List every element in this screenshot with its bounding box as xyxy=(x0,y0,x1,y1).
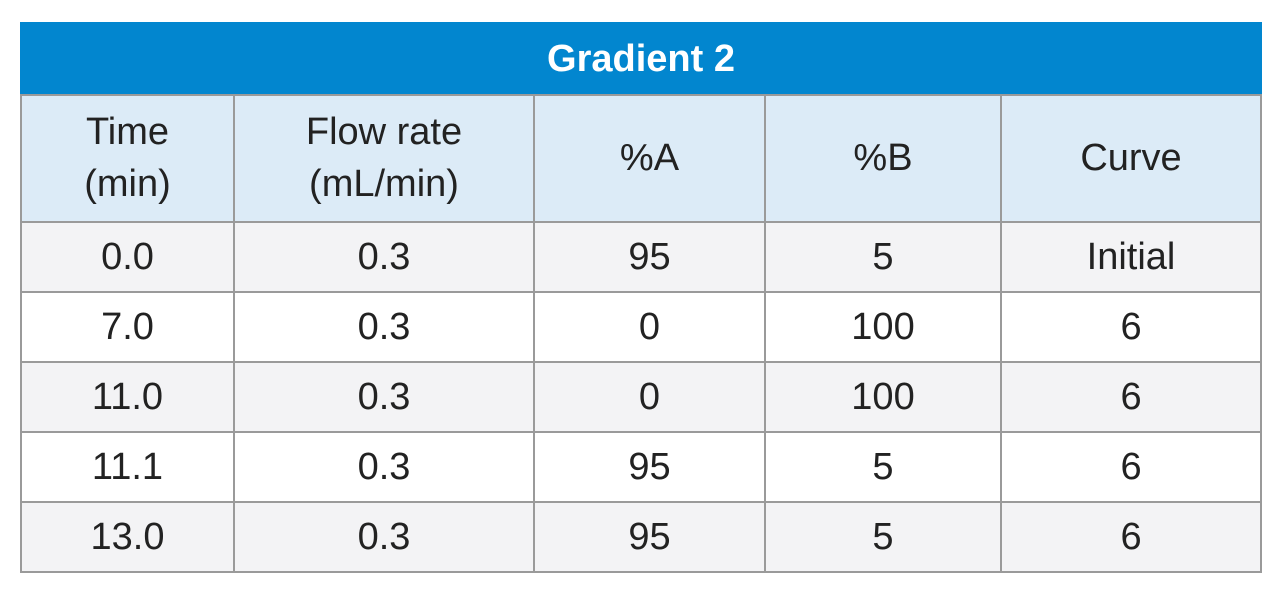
column-header-curve: Curve xyxy=(999,94,1263,223)
cell-percent-a: 95 xyxy=(533,431,766,503)
cell-flow-rate: 0.3 xyxy=(233,431,535,503)
cell-time: 0.0 xyxy=(20,221,235,293)
cell-percent-a: 0 xyxy=(533,291,766,363)
cell-time: 13.0 xyxy=(20,501,235,573)
table-row: 11.1 0.3 95 5 6 xyxy=(20,431,1263,503)
column-header-unit: (mL/min) xyxy=(309,162,459,205)
cell-flow-rate: 0.3 xyxy=(233,221,535,293)
cell-percent-a: 95 xyxy=(533,221,766,293)
table-header-row: Time (min) Flow rate (mL/min) %A %B Curv… xyxy=(20,94,1263,223)
column-header-percent-b: %B xyxy=(764,94,1002,223)
cell-curve: Initial xyxy=(999,221,1263,293)
table-row: 13.0 0.3 95 5 6 xyxy=(20,501,1263,573)
column-header-unit: (min) xyxy=(84,162,171,205)
table-row: 7.0 0.3 0 100 6 xyxy=(20,291,1263,363)
cell-percent-b: 100 xyxy=(764,291,1002,363)
cell-time: 11.1 xyxy=(20,431,235,503)
gradient-table-container: Gradient 2 Time (min) Flow rate (mL/min)… xyxy=(19,22,1263,573)
column-header-time: Time (min) xyxy=(20,94,235,223)
table-title-row: Gradient 2 xyxy=(19,22,1263,96)
cell-percent-b: 100 xyxy=(764,361,1002,433)
column-header-label: %A xyxy=(619,136,680,179)
column-header-label: Flow rate xyxy=(305,111,463,154)
cell-flow-rate: 0.3 xyxy=(233,501,535,573)
cell-percent-b: 5 xyxy=(764,431,1002,503)
cell-percent-a: 0 xyxy=(533,361,766,433)
gradient-table: Gradient 2 Time (min) Flow rate (mL/min)… xyxy=(19,22,1263,573)
cell-curve: 6 xyxy=(999,361,1263,433)
column-header-label: Curve xyxy=(1080,136,1182,179)
cell-percent-b: 5 xyxy=(764,221,1002,293)
column-header-label: %B xyxy=(853,136,913,179)
cell-curve: 6 xyxy=(999,501,1263,573)
cell-time: 11.0 xyxy=(20,361,235,433)
cell-curve: 6 xyxy=(999,291,1263,363)
column-header-percent-a: %A xyxy=(533,94,766,223)
table-row: 0.0 0.3 95 5 Initial xyxy=(20,221,1263,293)
cell-flow-rate: 0.3 xyxy=(233,291,535,363)
cell-flow-rate: 0.3 xyxy=(233,361,535,433)
cell-percent-a: 95 xyxy=(533,501,766,573)
table-row: 11.0 0.3 0 100 6 xyxy=(20,361,1263,433)
column-header-flow-rate: Flow rate (mL/min) xyxy=(233,94,535,223)
cell-percent-b: 5 xyxy=(764,501,1002,573)
table-title: Gradient 2 xyxy=(19,22,1263,96)
cell-curve: 6 xyxy=(999,431,1263,503)
cell-time: 7.0 xyxy=(20,291,235,363)
column-header-label: Time xyxy=(85,111,170,154)
